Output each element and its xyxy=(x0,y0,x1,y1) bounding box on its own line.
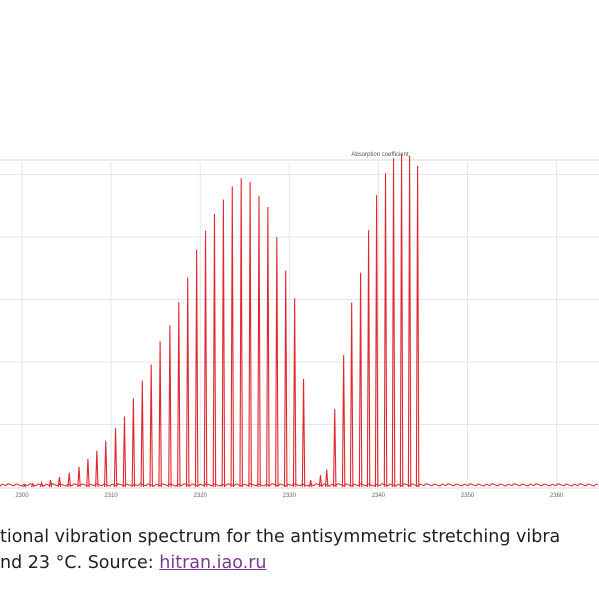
plot-frame xyxy=(0,159,599,489)
spectrum-peak xyxy=(383,173,388,488)
spectrum-peak xyxy=(67,472,71,488)
spectrum-peak xyxy=(399,154,404,488)
spectrum-peak xyxy=(177,301,181,488)
caption-line-1: tional vibration spectrum for the antisy… xyxy=(0,527,561,547)
spectrum-peak xyxy=(391,158,396,488)
grid-lines xyxy=(0,162,599,487)
spectrum-peak xyxy=(358,272,363,488)
x-tick-label: 2300 xyxy=(15,493,29,499)
spectrum-peak xyxy=(366,230,371,488)
spectrum-baseline xyxy=(0,483,599,487)
spectrum-peak xyxy=(194,249,199,488)
spectrum-peak xyxy=(23,484,27,488)
spectrum-peak xyxy=(275,236,279,488)
spectrum-peak xyxy=(341,355,346,488)
spectrum-peak xyxy=(332,408,337,488)
spectrum-peak xyxy=(407,155,412,488)
spectrum-peaks xyxy=(23,154,420,488)
spectrum-peak xyxy=(203,230,208,488)
spectrum-peak xyxy=(158,341,162,488)
spectrum-peak xyxy=(248,181,252,488)
spectrum-peak xyxy=(149,364,153,488)
spectrum-peak xyxy=(292,298,297,488)
figure-caption: tional vibration spectrum for the antisy… xyxy=(0,524,599,576)
x-tick-label: 2320 xyxy=(194,493,208,499)
spectrum-peak xyxy=(140,380,145,488)
spectrum-peak xyxy=(266,206,270,488)
spectrum-peak xyxy=(230,186,235,488)
spectrum-peak xyxy=(168,325,172,488)
spectrum-peak xyxy=(257,195,261,488)
spectrum-peak xyxy=(212,213,217,488)
chart-title: Absorption coefficient xyxy=(351,152,409,158)
source-link[interactable]: hitran.iao.ru xyxy=(159,553,267,573)
spectrum-peak xyxy=(122,416,127,488)
x-tick-label: 2340 xyxy=(372,493,386,499)
caption-prefix: nd 23 °C. Source: xyxy=(0,553,160,573)
spectrum-peak xyxy=(221,199,226,488)
spectrum-peak xyxy=(113,428,118,488)
spectrum-peak xyxy=(30,482,35,488)
x-tick-label: 2350 xyxy=(461,493,475,499)
x-tick-labels: 2300 2310 2320 2330 2340 2350 2360 xyxy=(15,493,564,499)
spectrum-peak xyxy=(283,270,288,488)
x-tick-label: 2310 xyxy=(104,493,118,499)
spectrum-peak xyxy=(86,458,90,488)
x-tick-label: 2360 xyxy=(550,493,564,499)
x-tick-label: 2330 xyxy=(283,493,297,499)
spectrum-peak xyxy=(318,475,323,488)
spectrum-peak xyxy=(301,378,306,488)
spectrum-peak xyxy=(104,440,108,488)
spectrum-peak xyxy=(374,195,379,488)
spectrum-peak xyxy=(415,165,420,488)
spectrum-peak xyxy=(349,302,354,488)
spectrum-peak xyxy=(239,178,243,488)
spectrum-peak xyxy=(95,450,99,488)
spectrum-peak xyxy=(324,469,329,488)
spectrum-peak xyxy=(77,466,81,488)
spectrum-chart: Absorption coefficient 2300 2310 2320 2330 2… xyxy=(0,152,599,499)
spectrum-peak xyxy=(131,398,136,488)
caption-line-2: nd 23 °C. Source: hitran.iao.ru xyxy=(0,550,599,576)
spectrum-peak xyxy=(185,277,190,488)
